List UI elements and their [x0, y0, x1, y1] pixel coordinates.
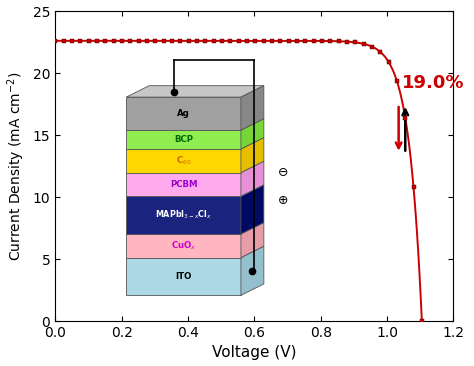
Y-axis label: Current Density (mA cm$^{-2}$): Current Density (mA cm$^{-2}$) [6, 71, 27, 261]
Text: 19.0%: 19.0% [402, 74, 465, 92]
X-axis label: Voltage (V): Voltage (V) [212, 346, 297, 361]
